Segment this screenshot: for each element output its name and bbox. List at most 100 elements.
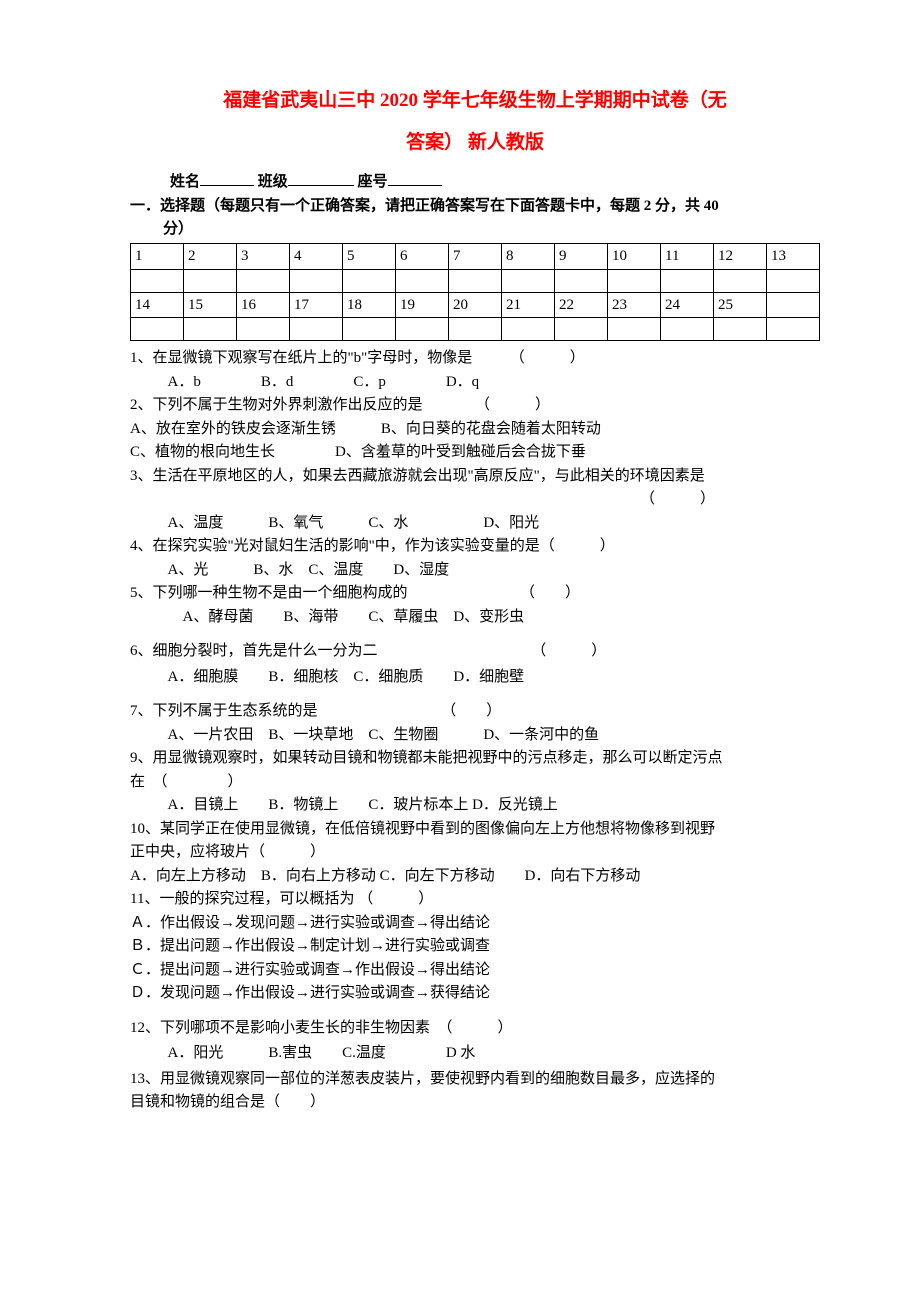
cell: 21	[502, 292, 555, 318]
cell	[767, 269, 820, 292]
blank-class	[288, 170, 354, 186]
title-line-1: 福建省武夷山三中 2020 学年七年级生物上学期期中试卷（无	[130, 80, 820, 122]
cell	[290, 269, 343, 292]
q10-opts: A．向左上方移动 B．向右上方移动 C．向左下方移动 D．向右下方移动	[130, 865, 820, 888]
label-name: 姓名	[170, 174, 200, 190]
q5-opts: A、酵母菌 B、海带 C、草履虫 D、变形虫	[130, 606, 820, 629]
q11-stem: 11、一般的探究过程，可以概括为 （ ）	[130, 888, 820, 911]
cell	[449, 318, 502, 341]
cell	[502, 318, 555, 341]
cell: 6	[396, 244, 449, 270]
q11-opt-a: Ａ．作出假设→发现问题→进行实验或调查→得出结论	[130, 912, 820, 935]
cell	[290, 318, 343, 341]
cell	[555, 318, 608, 341]
cell: 7	[449, 244, 502, 270]
q10-stem-2: 正中央，应将玻片（ ）	[130, 841, 820, 864]
cell	[184, 269, 237, 292]
section-1-heading: 一．选择题（每题只有一个正确答案，请把正确答案写在下面答题卡中，每题 2 分，共…	[130, 195, 820, 240]
cell: 4	[290, 244, 343, 270]
q9-stem-1: 9、用显微镜观察时，如果转动目镜和物镜都未能把视野中的污点移走，那么可以断定污点	[130, 747, 820, 770]
answer-grid: 1 2 3 4 5 6 7 8 9 10 11 12 13 14 15 16 1…	[130, 243, 820, 341]
cell: 14	[131, 292, 184, 318]
cell: 1	[131, 244, 184, 270]
cell	[131, 269, 184, 292]
cell	[661, 318, 714, 341]
cell	[767, 318, 820, 341]
title-line-2: 答案） 新人教版	[130, 122, 820, 164]
cell	[343, 318, 396, 341]
cell: 23	[608, 292, 661, 318]
q12-stem: 12、下列哪项不是影响小麦生长的非生物因素 （ ）	[130, 1017, 820, 1040]
q13-stem-2: 目镜和物镜的组合是（ ）	[130, 1091, 820, 1114]
label-seat: 座号	[358, 174, 388, 190]
blank-name	[200, 170, 254, 186]
cell: 17	[290, 292, 343, 318]
cell	[608, 318, 661, 341]
q5-stem: 5、下列哪一种生物不是由一个细胞构成的 （ ）	[130, 582, 820, 605]
cell: 10	[608, 244, 661, 270]
q1-stem: 1、在显微镜下观察写在纸片上的"b"字母时，物像是 （ ）	[130, 347, 820, 370]
cell: 2	[184, 244, 237, 270]
cell	[237, 318, 290, 341]
grid-row-1-ans	[131, 269, 820, 292]
cell: 20	[449, 292, 502, 318]
cell: 22	[555, 292, 608, 318]
cell	[396, 318, 449, 341]
q7-stem: 7、下列不属于生态系统的是 （ ）	[130, 700, 820, 723]
cell	[184, 318, 237, 341]
cell: 5	[343, 244, 396, 270]
cell	[555, 269, 608, 292]
q10-stem-1: 10、某同学正在使用显微镜，在低倍镜视野中看到的图像偏向左上方他想将物像移到视野	[130, 818, 820, 841]
cell	[131, 318, 184, 341]
q3-paren: （ ）	[130, 488, 820, 511]
grid-row-1-nums: 1 2 3 4 5 6 7 8 9 10 11 12 13	[131, 244, 820, 270]
cell: 8	[502, 244, 555, 270]
label-class: 班级	[258, 174, 288, 190]
q11-opt-b: Ｂ．提出问题→作出假设→制定计划→进行实验或调查	[130, 935, 820, 958]
cell: 18	[343, 292, 396, 318]
blank-seat	[388, 170, 442, 186]
q13-stem-1: 13、用显微镜观察同一部位的洋葱表皮装片，要使视野内看到的细胞数目最多，应选择的	[130, 1068, 820, 1091]
q6-stem: 6、细胞分裂时，首先是什么一分为二 （ ）	[130, 640, 820, 663]
cell	[714, 318, 767, 341]
cell	[449, 269, 502, 292]
cell: 12	[714, 244, 767, 270]
grid-row-2-nums: 14 15 16 17 18 19 20 21 22 23 24 25	[131, 292, 820, 318]
q7-opts: A、一片农田 B、一块草地 C、生物圈 D、一条河中的鱼	[130, 724, 820, 747]
q1-opts: A．b B．d C．p D．q	[130, 371, 820, 394]
cell: 3	[237, 244, 290, 270]
cell: 19	[396, 292, 449, 318]
q3-stem: 3、生活在平原地区的人，如果去西藏旅游就会出现"高原反应"，与此相关的环境因素是	[130, 465, 820, 488]
cell	[396, 269, 449, 292]
q2-opts-b: C、植物的根向地生长 D、含羞草的叶受到触碰后会合拢下垂	[130, 441, 820, 464]
q9-stem-2: 在 （ ）	[130, 771, 820, 794]
q2-stem: 2、下列不属于生物对外界刺激作出反应的是 （ ）	[130, 394, 820, 417]
cell: 9	[555, 244, 608, 270]
section-1-heading-l2: 分）	[130, 218, 820, 241]
q4-opts: A、光 B、水 C、温度 D、湿度	[130, 559, 820, 582]
q9-opts: A．目镜上 B．物镜上 C．玻片标本上 D．反光镜上	[130, 794, 820, 817]
cell	[343, 269, 396, 292]
q12-opts: A．阳光 B.害虫 C.温度 D 水	[130, 1042, 820, 1065]
section-1-heading-l1: 一．选择题（每题只有一个正确答案，请把正确答案写在下面答题卡中，每题 2 分，共…	[130, 195, 820, 218]
cell: 16	[237, 292, 290, 318]
cell: 24	[661, 292, 714, 318]
cell	[767, 292, 820, 318]
q11-opt-d: Ｄ．发现问题→作出假设→进行实验或调查→获得结论	[130, 982, 820, 1005]
cell: 11	[661, 244, 714, 270]
name-class-seat: 姓名 班级 座号	[130, 170, 820, 194]
cell	[714, 269, 767, 292]
cell: 15	[184, 292, 237, 318]
cell: 13	[767, 244, 820, 270]
q4-stem: 4、在探究实验"光对鼠妇生活的影响"中，作为该实验变量的是（ ）	[130, 535, 820, 558]
q11-opt-c: Ｃ．提出问题→进行实验或调查→作出假设→得出结论	[130, 959, 820, 982]
cell	[237, 269, 290, 292]
q2-opts-a: A、放在室外的铁皮会逐渐生锈 B、向日葵的花盘会随着太阳转动	[130, 418, 820, 441]
q6-opts: A．细胞膜 B．细胞核 C．细胞质 D．细胞壁	[130, 666, 820, 689]
q3-opts: A、温度 B、氧气 C、水 D、阳光	[130, 512, 820, 535]
cell	[608, 269, 661, 292]
cell	[502, 269, 555, 292]
grid-row-2-ans	[131, 318, 820, 341]
cell: 25	[714, 292, 767, 318]
cell	[661, 269, 714, 292]
